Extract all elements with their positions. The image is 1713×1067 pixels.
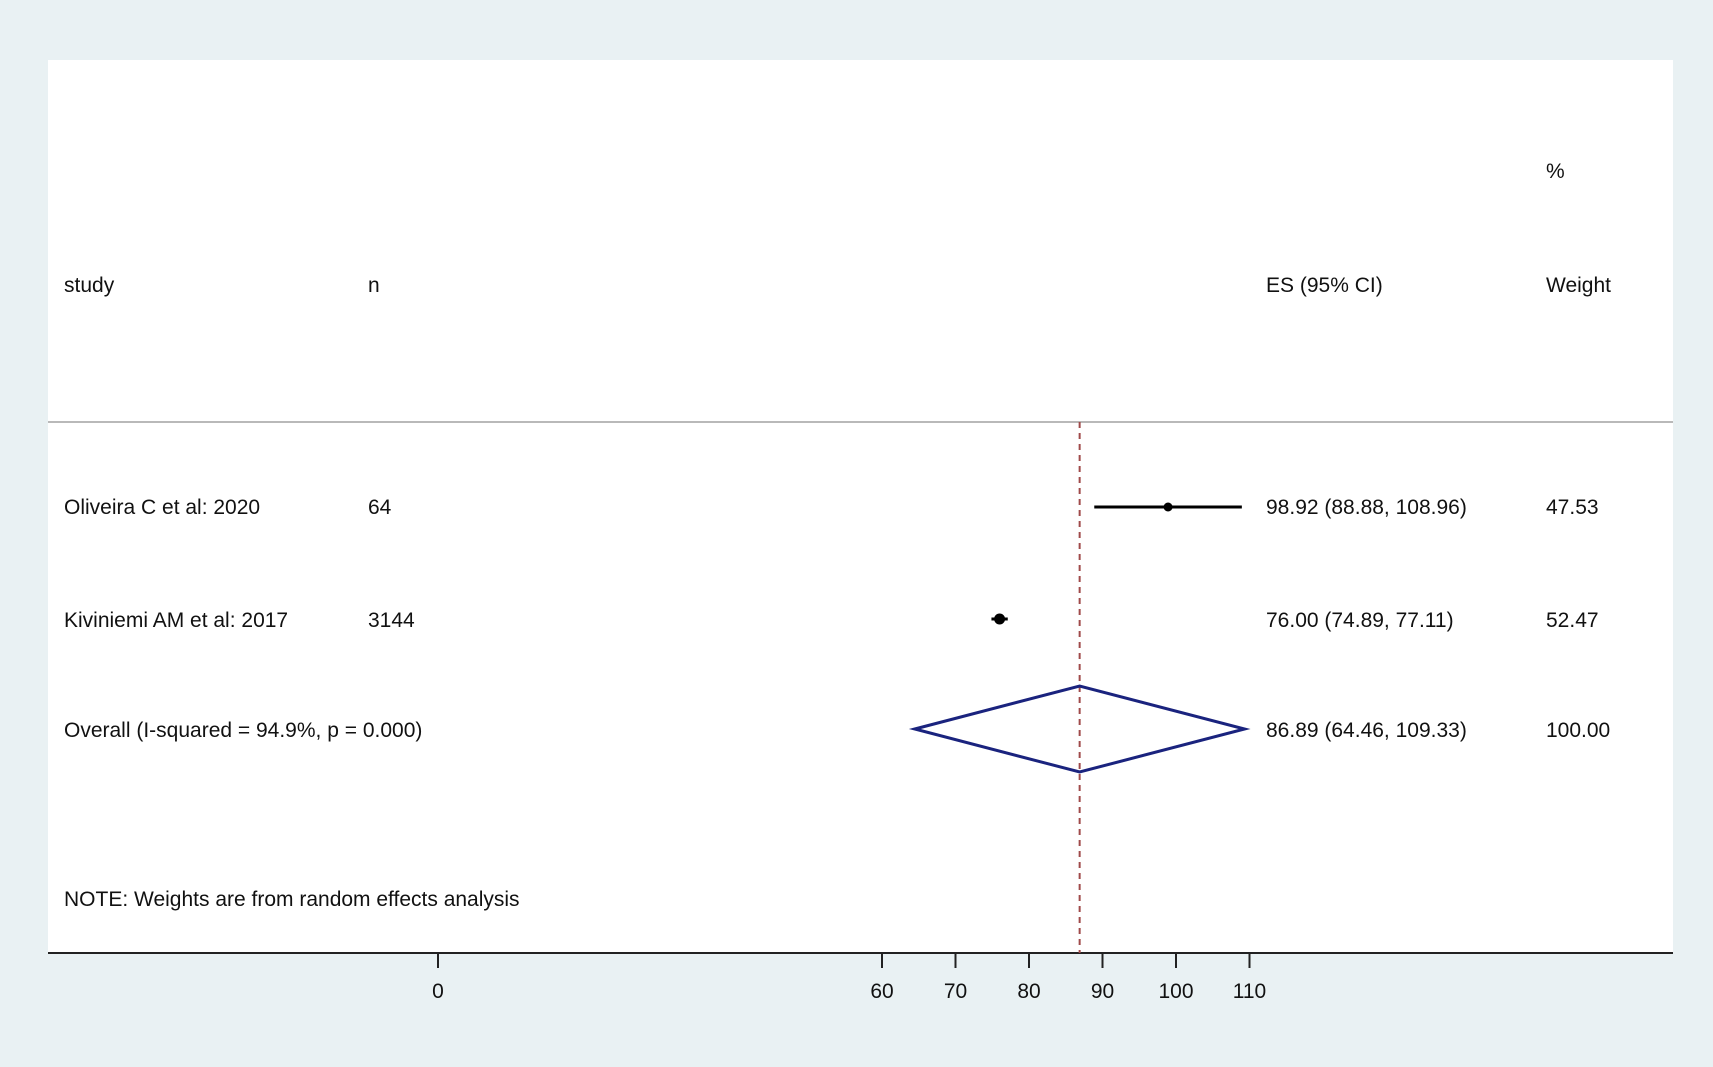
study-label-1: Oliveira C et al: 2020: [64, 496, 260, 519]
x-tick-label-90: 90: [1091, 980, 1114, 1003]
header-weight-percent: %: [1546, 160, 1565, 183]
point-estimate-study-2: [994, 613, 1006, 625]
x-tick-label-110: 110: [1233, 980, 1266, 1003]
overall-label: Overall (I-squared = 94.9%, p = 0.000): [64, 719, 422, 742]
x-tick-label-60: 60: [870, 980, 893, 1003]
header-n: n: [368, 274, 380, 297]
x-tick-label-70: 70: [944, 980, 967, 1003]
study-n-1: 64: [368, 496, 392, 519]
es-text-study-2: 76.00 (74.89, 77.11): [1266, 609, 1454, 632]
weights-note: NOTE: Weights are from random effects an…: [64, 888, 520, 911]
x-tick-label-80: 80: [1017, 980, 1040, 1003]
x-tick-label-0: 0: [432, 980, 444, 1003]
header-es-ci: ES (95% CI): [1266, 274, 1383, 297]
es-text-overall: 86.89 (64.46, 109.33): [1266, 719, 1467, 742]
overall-diamond: [908, 684, 1251, 774]
plot-panel: [48, 60, 1673, 953]
study-n-2: 3144: [368, 609, 415, 632]
weight-overall: 100.00: [1546, 719, 1610, 742]
weight-study-1: 47.53: [1546, 496, 1599, 519]
header-weight: Weight: [1546, 274, 1611, 297]
x-tick-label-100: 100: [1158, 980, 1193, 1003]
es-text-study-1: 98.92 (88.88, 108.96): [1266, 496, 1467, 519]
point-estimate-study-1: [1163, 502, 1173, 512]
weight-study-2: 52.47: [1546, 609, 1599, 632]
x-axis-ticks: 0 60 70 80 90 100 110: [432, 953, 1266, 1003]
study-label-2: Kiviniemi AM et al: 2017: [64, 609, 288, 632]
header-study: study: [64, 274, 115, 297]
